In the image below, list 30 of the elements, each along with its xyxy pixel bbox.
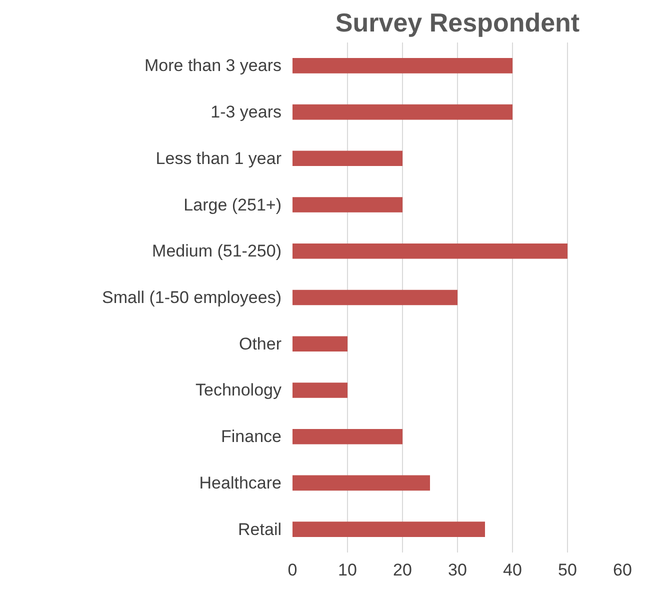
bar [292, 197, 402, 212]
y-tick-label: 1-3 years [210, 102, 282, 122]
x-tick-label: 30 [448, 560, 467, 580]
x-tick-label: 40 [503, 560, 522, 580]
bar [292, 475, 430, 491]
y-tick-label: Less than 1 year [156, 148, 282, 168]
y-tick-label: Healthcare [199, 473, 282, 492]
y-tick-label: More than 3 years [144, 56, 282, 76]
x-tick-label: 20 [393, 560, 412, 580]
bar [292, 382, 348, 398]
y-tick-label: Other [238, 334, 282, 354]
bar [292, 428, 402, 444]
y-tick-label: Medium (51-250) [152, 242, 282, 261]
chart-title: Survey Respondent [335, 8, 580, 38]
bar [292, 58, 512, 74]
x-tick-label: 0 [288, 560, 298, 580]
x-tick-label: 50 [558, 560, 577, 580]
x-tick-label: 60 [613, 560, 632, 580]
bar [292, 150, 402, 166]
y-tick-label: Technology [195, 380, 282, 400]
bar [292, 104, 512, 120]
bar [292, 336, 348, 352]
y-tick-label: Large (251+) [184, 195, 282, 214]
bar [292, 290, 458, 306]
y-tick-label: Finance [221, 427, 282, 446]
y-tick-label: Small (1-50 employees) [102, 288, 282, 307]
bar [292, 243, 568, 259]
bar [292, 522, 485, 537]
y-tick-label: Retail [238, 520, 282, 539]
x-tick-label: 10 [338, 560, 357, 580]
